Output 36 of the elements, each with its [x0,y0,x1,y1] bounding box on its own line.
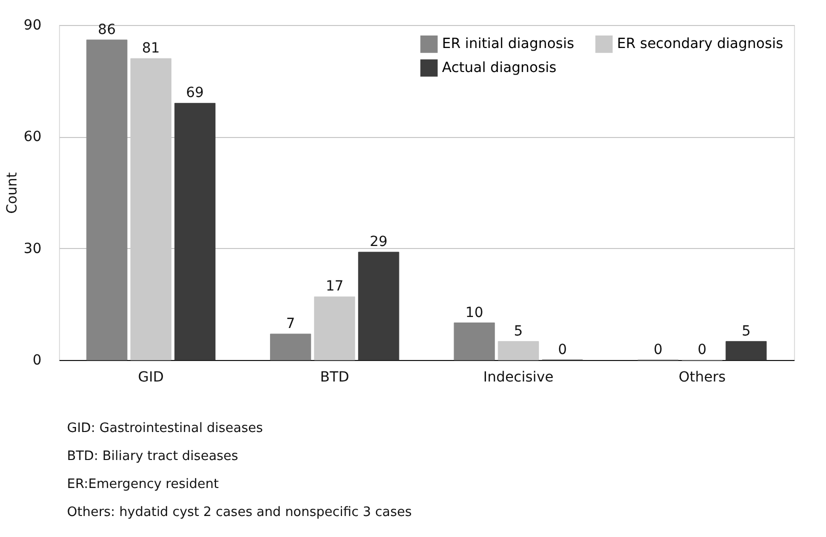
y-tick-label: 90 [24,18,42,34]
bar [270,334,312,360]
x-tick-label: GID [138,370,164,386]
data-label: 29 [370,234,388,250]
text: BTD: Biliary tract diseases [67,449,238,464]
y-tick-label: 30 [24,240,42,257]
legend-label: Actual diagnosis [442,60,556,76]
data-label: 0 [558,342,567,358]
y-tick-label: 0 [32,352,42,368]
text: Others: hydatid cyst 2 cases and nonspecific 3 cases [67,505,412,520]
bar [726,341,767,360]
text: ER:Emergency resident [67,477,219,492]
data-label: 0 [698,342,707,358]
x-tick-label: Others [678,370,726,386]
data-label: 10 [465,304,484,321]
data-label: 7 [286,316,296,332]
data-label: 5 [514,323,523,340]
bar [358,252,400,360]
bar [86,40,128,360]
legend-label: ER initial diagnosis [442,36,574,52]
data-label: 69 [186,85,204,102]
bar [454,322,495,360]
y-tick-label: 60 [24,129,42,146]
data-label: 17 [326,278,344,295]
bar [174,102,216,360]
data-label: 5 [742,323,751,340]
data-label: 0 [654,342,663,358]
x-tick-label: Indecisive [483,370,554,386]
data-label: 81 [142,40,160,56]
bar [498,341,539,360]
y-axis-title: Count [4,172,21,214]
legend-label: ER secondary diagnosis [617,36,784,52]
x-tick-label: BTD [320,370,350,386]
data-label: 86 [98,22,116,38]
bar [314,296,356,360]
text: GID: Gastrointestinal diseases [67,421,264,436]
